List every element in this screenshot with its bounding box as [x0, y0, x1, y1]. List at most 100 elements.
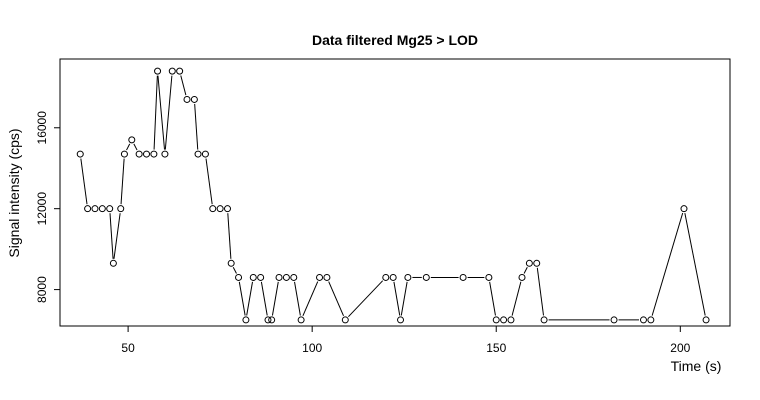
data-point — [224, 205, 231, 213]
connector-segment — [120, 158, 125, 205]
data-point — [492, 316, 500, 324]
x-tick-label: 50 — [121, 341, 135, 355]
data-point — [106, 205, 114, 213]
data-point — [76, 150, 84, 158]
data-point — [639, 316, 647, 324]
data-point — [168, 67, 176, 75]
x-tick-label: 200 — [670, 341, 690, 355]
data-point — [227, 259, 235, 267]
data-point — [680, 205, 688, 213]
connector-segment — [523, 267, 528, 274]
data-point — [297, 316, 305, 324]
connector-segment — [153, 75, 158, 150]
connector-segment — [164, 75, 173, 150]
connector-segment — [157, 75, 166, 150]
x-axis: 50 100 150 200 — [121, 326, 691, 355]
data-point — [533, 259, 541, 267]
connector-segment — [328, 281, 344, 317]
data-point — [183, 95, 191, 103]
x-tick-label: 100 — [302, 341, 322, 355]
data-point — [518, 273, 526, 281]
data-point — [109, 259, 117, 267]
data-point — [128, 136, 136, 144]
connector-segment — [393, 281, 401, 316]
data-point — [422, 273, 430, 281]
data-point — [540, 316, 548, 324]
data-point — [194, 150, 202, 158]
data-point — [397, 316, 405, 324]
y-axis: 8000 12000 16000 — [35, 111, 60, 303]
data-point — [135, 150, 143, 158]
data-point — [525, 259, 533, 267]
connector-segment — [205, 158, 213, 205]
data-point — [282, 273, 290, 281]
connector-segment — [400, 281, 408, 316]
plot-frame — [59, 58, 731, 327]
x-tick-label: 150 — [486, 341, 506, 355]
connector-segment — [294, 281, 301, 316]
data-point — [485, 273, 493, 281]
connector-segment — [180, 75, 187, 96]
connector-segment — [302, 281, 319, 317]
connector-segment — [489, 281, 496, 316]
data-point — [275, 273, 283, 281]
data-point — [647, 316, 655, 324]
connector-segment — [238, 281, 246, 316]
x-axis-label: Time (s) — [671, 358, 722, 374]
data-point — [235, 273, 243, 281]
data-point — [257, 273, 265, 281]
connector-segment — [80, 158, 88, 205]
connector-segment — [227, 213, 232, 259]
data-point — [91, 205, 99, 213]
connector-segment — [109, 213, 114, 259]
data-point — [341, 316, 349, 324]
y-tick-label: 16000 — [35, 111, 49, 145]
data-point — [500, 316, 508, 324]
connector-segment — [536, 267, 545, 316]
y-tick-label: 8000 — [35, 276, 49, 303]
data-point — [323, 273, 331, 281]
data-point — [382, 273, 390, 281]
data-point — [150, 150, 158, 158]
connector-segment — [684, 212, 706, 316]
connector-segment — [126, 143, 131, 151]
connector-segment — [260, 281, 268, 316]
connector-segment — [651, 212, 684, 316]
connector-segment — [133, 143, 138, 151]
chart-title: Data filtered Mg25 > LOD — [312, 32, 478, 48]
connector-lines — [80, 75, 706, 321]
data-point — [201, 150, 209, 158]
data-point — [176, 67, 184, 75]
connector-segment — [232, 267, 237, 274]
data-point — [290, 273, 298, 281]
data-point — [610, 316, 618, 324]
data-point — [702, 316, 710, 324]
data-point — [459, 273, 467, 281]
data-point — [404, 273, 412, 281]
connector-segment — [194, 103, 199, 150]
data-point — [120, 150, 128, 158]
connector-segment — [113, 213, 121, 259]
data-points — [76, 67, 710, 324]
data-point — [249, 273, 257, 281]
data-point — [264, 316, 272, 324]
data-point — [268, 316, 276, 324]
data-point — [216, 205, 224, 213]
y-axis-label: Signal intensity (cps) — [6, 128, 22, 257]
data-point — [98, 205, 106, 213]
data-point — [242, 316, 250, 324]
connector-segment — [511, 281, 522, 316]
connector-segment — [246, 281, 253, 316]
data-point — [117, 205, 125, 213]
data-point — [389, 273, 397, 281]
data-point — [190, 95, 198, 103]
data-point — [209, 205, 217, 213]
connector-segment — [348, 280, 384, 318]
data-point — [161, 150, 169, 158]
data-point — [507, 316, 515, 324]
data-point — [84, 205, 92, 213]
data-point — [154, 67, 162, 75]
connector-segment — [271, 281, 279, 316]
